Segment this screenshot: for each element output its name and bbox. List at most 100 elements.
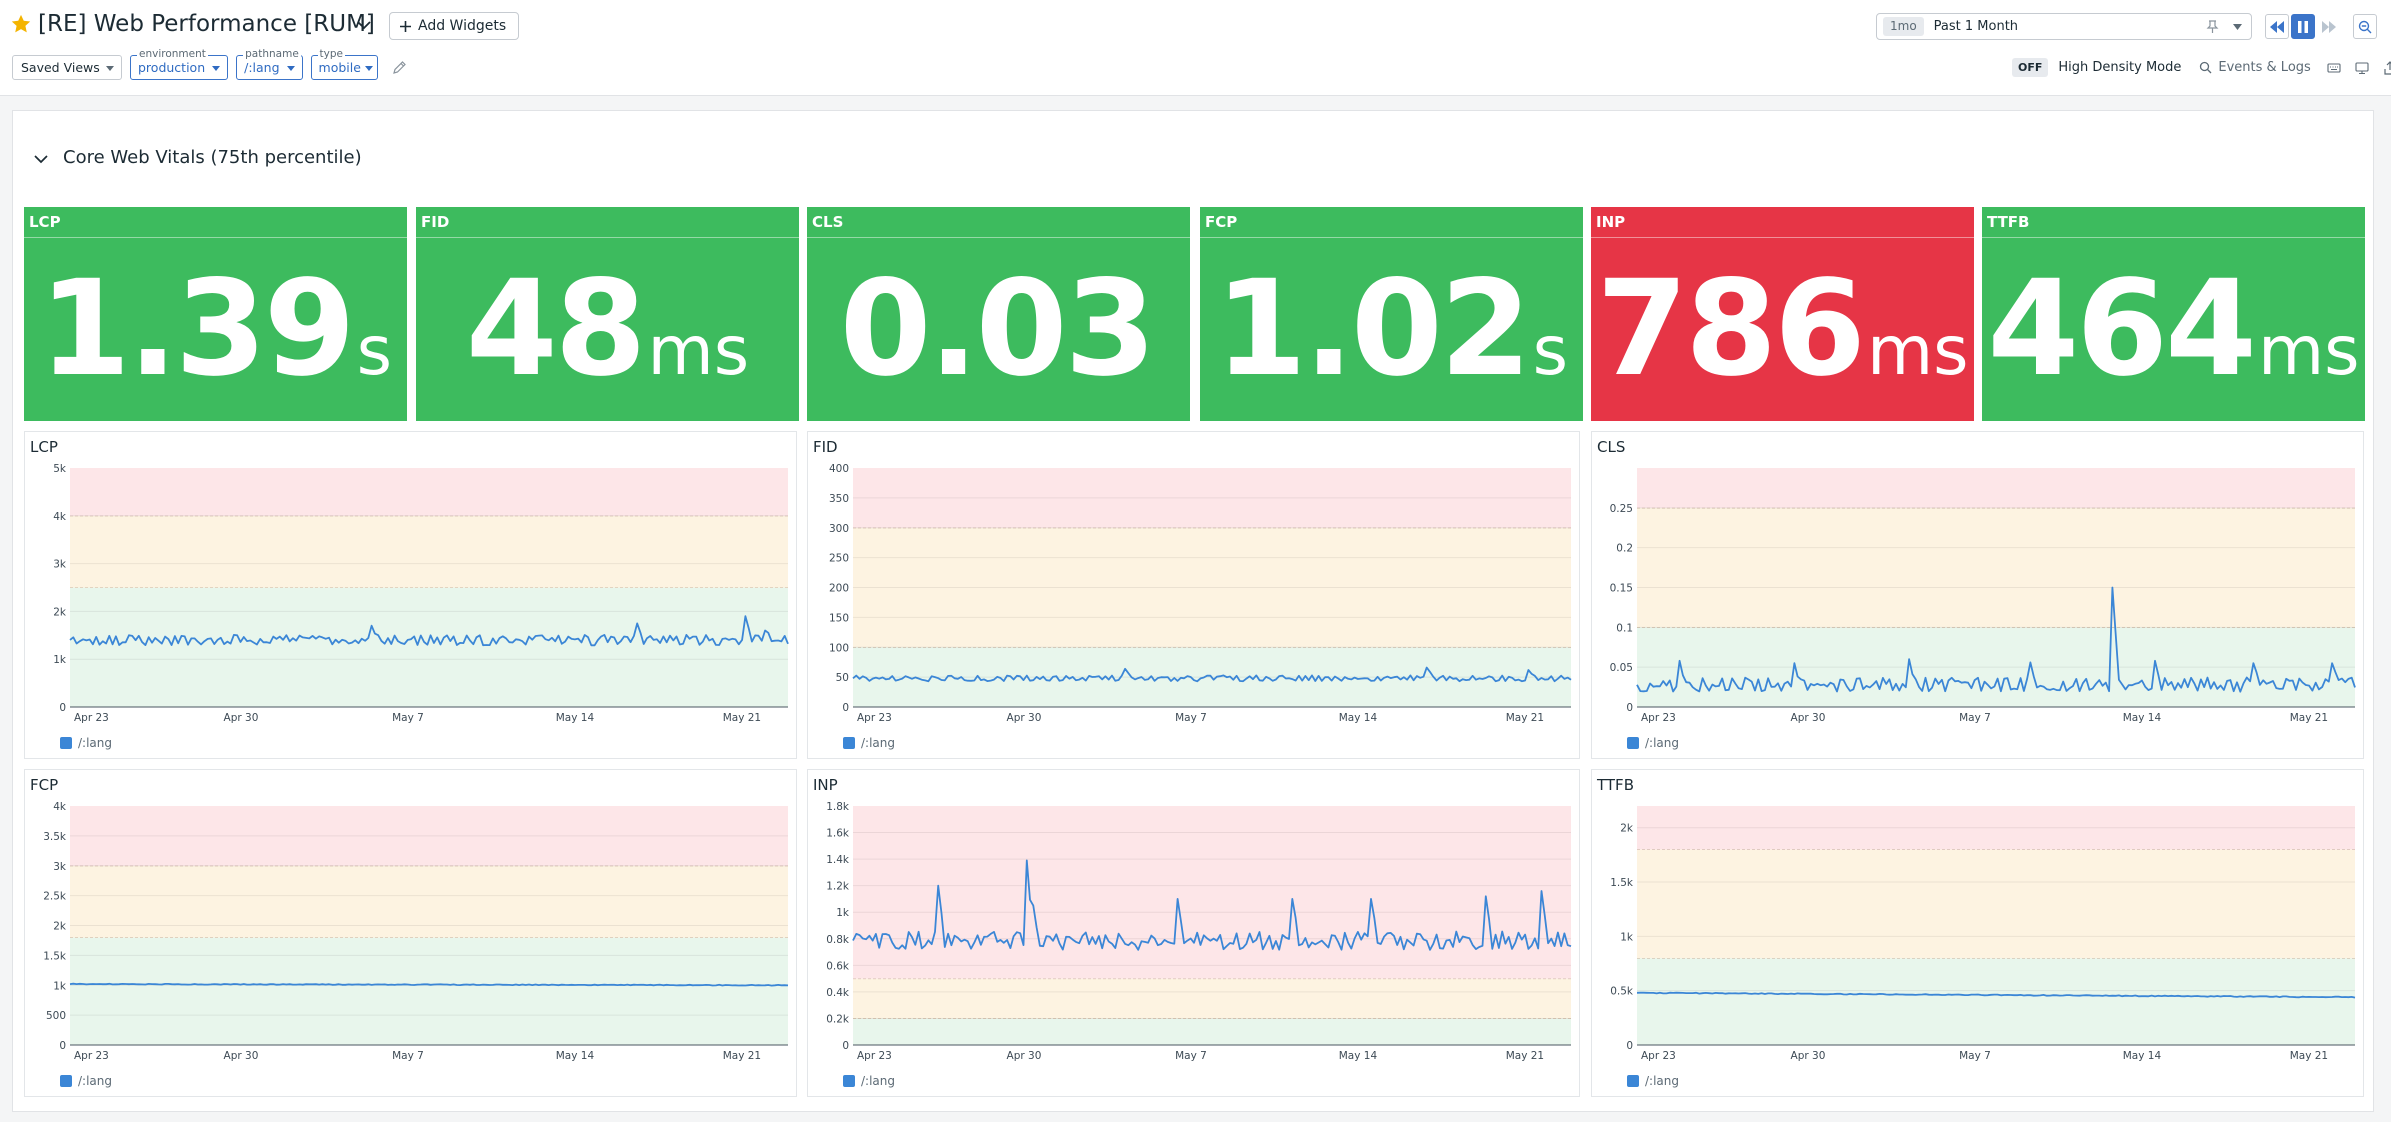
x-tick-label: May 21 bbox=[1506, 712, 1544, 724]
high-density-toggle[interactable]: OFF bbox=[2012, 58, 2049, 77]
zoom-out-icon bbox=[2358, 20, 2372, 33]
y-tick-label: 0.4k bbox=[826, 987, 850, 999]
legend-swatch bbox=[60, 1075, 72, 1087]
x-tick-label: Apr 30 bbox=[1791, 712, 1826, 724]
x-tick-label: May 14 bbox=[1339, 712, 1378, 724]
caret-down-icon bbox=[106, 66, 114, 71]
template-variable-type[interactable]: type mobile bbox=[310, 48, 378, 80]
y-tick-label: 0 bbox=[59, 702, 66, 714]
threshold-band-good bbox=[70, 937, 788, 1045]
y-tick-label: 200 bbox=[829, 583, 849, 595]
y-tick-label: 1.5k bbox=[1610, 877, 1634, 889]
metric-number: 0.03 bbox=[839, 252, 1157, 406]
x-tick-label: Apr 23 bbox=[74, 712, 109, 724]
time-picker[interactable]: 1mo Past 1 Month bbox=[1876, 13, 2252, 40]
timeseries-lcp[interactable]: 0 1k 2k 3k 4k 5k Apr 23 Apr 30 May 7 May 14 May 21… bbox=[24, 431, 797, 759]
x-tick-label: May 7 bbox=[1175, 1050, 1207, 1062]
chart-plot: 0 0.2k 0.4k 0.6k 0.8k 1k 1.2k 1.4k 1.6k 1.8k Apr 2… bbox=[826, 801, 1572, 1062]
timeseries-ttfb[interactable]: 0 0.5k 1k 1.5k 2k Apr 23 Apr 30 May 7 May 14 May … bbox=[1591, 769, 2364, 1097]
zoom-out-button[interactable] bbox=[2353, 14, 2377, 39]
x-tick-label: Apr 30 bbox=[1007, 1050, 1042, 1062]
chart-legend[interactable]: /:lang bbox=[60, 736, 112, 750]
series-line[interactable] bbox=[852, 666, 1572, 683]
x-tick-label: Apr 30 bbox=[1791, 1050, 1826, 1062]
widget-title: FCP bbox=[30, 776, 59, 794]
query-value-inp[interactable]: INP 786ms bbox=[1591, 207, 1974, 421]
caret-down-icon bbox=[364, 66, 373, 71]
caret-down-icon[interactable] bbox=[2233, 24, 2242, 30]
chart-legend[interactable]: /:lang bbox=[1627, 736, 1679, 750]
metric-number: 1.39 bbox=[38, 252, 356, 406]
threshold-band-needs_improvement bbox=[853, 978, 1571, 1019]
threshold-band-needs_improvement bbox=[1637, 849, 2355, 959]
chevron-down-icon[interactable] bbox=[33, 151, 49, 167]
step-forward-button[interactable] bbox=[2317, 14, 2341, 39]
widget-title: INP bbox=[813, 776, 838, 794]
chevron-down-icon[interactable] bbox=[355, 16, 373, 34]
metric-unit: ms bbox=[2257, 312, 2360, 391]
rewind-icon bbox=[2270, 20, 2284, 33]
x-tick-label: Apr 23 bbox=[1641, 712, 1676, 724]
y-tick-label: 250 bbox=[829, 553, 849, 565]
y-tick-label: 150 bbox=[829, 612, 849, 624]
query-value-cls[interactable]: CLS 0.03 bbox=[807, 207, 1190, 421]
x-tick-label: May 21 bbox=[2290, 1050, 2328, 1062]
series-line[interactable] bbox=[69, 982, 789, 987]
metric-value: 1.39s bbox=[24, 259, 407, 421]
legend-label: /:lang bbox=[1645, 736, 1679, 750]
caret-down-icon bbox=[212, 66, 221, 71]
series-line[interactable] bbox=[1636, 991, 2356, 999]
y-tick-label: 4k bbox=[53, 801, 67, 813]
x-tick-label: Apr 30 bbox=[1007, 712, 1042, 724]
tv-mode-icon[interactable] bbox=[2355, 61, 2369, 75]
step-back-button[interactable] bbox=[2265, 14, 2289, 39]
template-variable-pathname[interactable]: pathname /:lang bbox=[236, 48, 303, 80]
series-line[interactable] bbox=[69, 615, 789, 647]
pin-icon[interactable] bbox=[2206, 20, 2219, 33]
query-value-ttfb[interactable]: TTFB 464ms bbox=[1982, 207, 2365, 421]
export-icon[interactable] bbox=[2383, 60, 2391, 75]
events-logs-button[interactable]: Events & Logs bbox=[2218, 60, 2311, 75]
y-tick-label: 0.5k bbox=[1610, 986, 1634, 998]
widget-title: TTFB bbox=[1987, 213, 2030, 231]
template-variable-name: environment bbox=[137, 48, 208, 60]
chart-plot: 0 50 100 150 200 250 300 350 400 Apr 23 Apr 30 May … bbox=[829, 463, 1572, 724]
series-line[interactable] bbox=[852, 859, 1572, 951]
star-icon[interactable] bbox=[10, 13, 32, 35]
widget-title: LCP bbox=[29, 213, 61, 231]
query-value-lcp[interactable]: LCP 1.39s bbox=[24, 207, 407, 421]
y-tick-label: 0 bbox=[1626, 702, 1633, 714]
widget-divider bbox=[1200, 237, 1583, 238]
widget-divider bbox=[807, 237, 1190, 238]
legend-swatch bbox=[1627, 737, 1639, 749]
query-value-fid[interactable]: FID 48ms bbox=[416, 207, 799, 421]
y-tick-label: 0 bbox=[842, 702, 849, 714]
template-variable-environment[interactable]: environment production bbox=[130, 48, 229, 80]
keyboard-icon[interactable] bbox=[2327, 61, 2341, 75]
timeseries-inp[interactable]: 0 0.2k 0.4k 0.6k 0.8k 1k 1.2k 1.4k 1.6k 1.8k Apr 2… bbox=[807, 769, 1580, 1097]
y-tick-label: 0 bbox=[59, 1040, 66, 1052]
add-widgets-button[interactable]: Add Widgets bbox=[389, 12, 520, 40]
y-tick-label: 3k bbox=[53, 559, 67, 571]
y-tick-label: 50 bbox=[836, 672, 849, 684]
widget-divider bbox=[416, 237, 799, 238]
metric-value: 1.02s bbox=[1200, 259, 1583, 421]
y-tick-label: 1.5k bbox=[43, 950, 67, 962]
chart-plot: 0 0.5k 1k 1.5k 2k Apr 23 Apr 30 May 7 May 14 May … bbox=[1610, 806, 2356, 1062]
chart-legend[interactable]: /:lang bbox=[60, 1074, 112, 1088]
chart-legend[interactable]: /:lang bbox=[1627, 1074, 1679, 1088]
query-value-fcp[interactable]: FCP 1.02s bbox=[1200, 207, 1583, 421]
edit-pencil-icon[interactable] bbox=[392, 60, 407, 75]
timeseries-fid[interactable]: 0 50 100 150 200 250 300 350 400 Apr 23 Apr 30 May … bbox=[807, 431, 1580, 759]
pause-button[interactable] bbox=[2291, 14, 2315, 39]
widget-title: FCP bbox=[1205, 213, 1238, 231]
chart-legend[interactable]: /:lang bbox=[843, 736, 895, 750]
timeseries-fcp[interactable]: 0 500 1k 1.5k 2k 2.5k 3k 3.5k 4k Apr 23 Apr 30 May … bbox=[24, 769, 797, 1097]
series-line[interactable] bbox=[1636, 586, 2356, 693]
saved-views-dropdown[interactable]: Saved Views bbox=[12, 55, 122, 80]
metric-number: 464 bbox=[1987, 252, 2257, 406]
chart-legend[interactable]: /:lang bbox=[843, 1074, 895, 1088]
widget-title: CLS bbox=[1597, 438, 1626, 456]
timeseries-cls[interactable]: 0 0.05 0.1 0.15 0.2 0.25 Apr 23 Apr 30 May 7 May … bbox=[1591, 431, 2364, 759]
fast-forward-icon bbox=[2322, 20, 2336, 33]
